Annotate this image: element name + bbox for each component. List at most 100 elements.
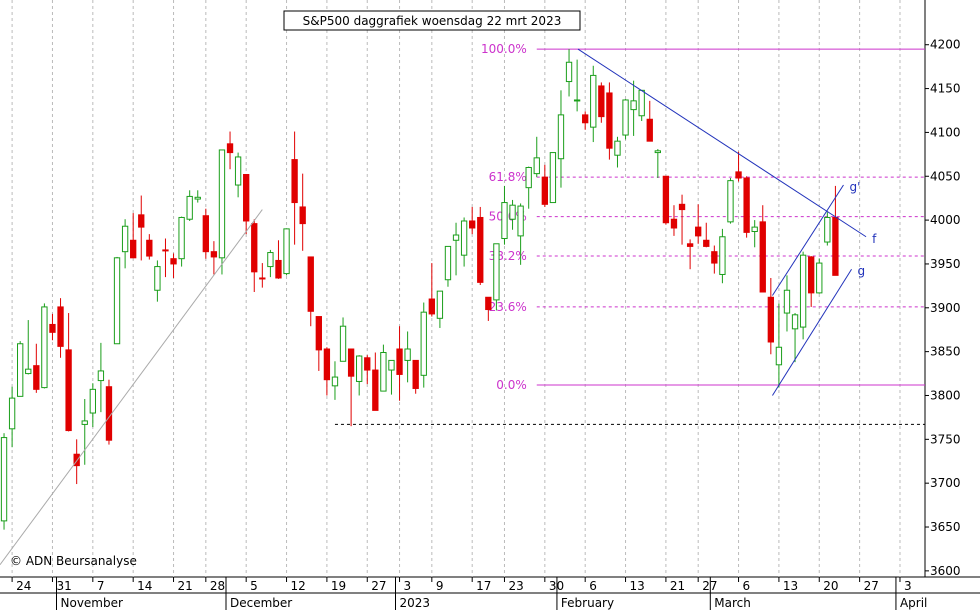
candle-body: [41, 306, 48, 389]
candle-body: [638, 89, 645, 117]
x-tick-label: 17: [476, 579, 491, 593]
x-tick-label: 27: [864, 579, 879, 593]
candle-body: [436, 290, 444, 319]
x-tick-label: 19: [331, 579, 346, 593]
candle-body: [49, 323, 56, 333]
x-tick-label: 6: [743, 579, 751, 593]
candle-body: [138, 214, 145, 228]
x-tick-label: 31: [56, 579, 71, 593]
trend-label: g: [858, 264, 866, 278]
candle-body: [33, 365, 40, 390]
candle-body: [323, 348, 331, 381]
candle-body: [97, 370, 105, 382]
x-tick-label: 13: [783, 579, 798, 593]
y-tick-label: 3950: [930, 257, 961, 271]
candle-body: [525, 166, 532, 189]
candle-body: [582, 114, 589, 124]
fib-label: 50.0%: [489, 210, 527, 224]
candle-body: [517, 205, 524, 237]
x-tick-label: 12: [291, 579, 306, 593]
candle-body: [388, 359, 395, 371]
candle-body: [791, 314, 799, 330]
y-tick-label: 3700: [930, 476, 961, 490]
candle-body: [799, 254, 807, 328]
grid: 3600 3650 3700 3750 3800 3850 3900 3950 4000 4050…: [11, 0, 961, 610]
candle-body: [549, 152, 557, 204]
candle-body: [146, 239, 153, 257]
candle-body: [557, 114, 565, 160]
candle-body: [130, 239, 137, 259]
x-tick-label: 6: [589, 579, 597, 593]
candle-body: [218, 149, 226, 259]
copyright: © ADN Beursanalyse: [10, 554, 137, 568]
fib-label: 23.6%: [489, 300, 527, 314]
candle-body: [541, 176, 548, 205]
candle-body: [73, 453, 80, 467]
candle-body: [404, 348, 411, 361]
candle-body: [808, 256, 815, 294]
chart-title: S&P500 daggrafiek woensdag 22 mrt 2023: [303, 14, 562, 28]
candle-body: [331, 376, 339, 387]
candle-body: [372, 369, 379, 411]
trend-line: [0, 209, 263, 566]
candle-body: [573, 99, 581, 102]
candle-body: [654, 150, 661, 154]
candle-body: [0, 437, 8, 522]
month-label: 2023: [400, 596, 431, 610]
candle-body: [299, 206, 306, 225]
candle-body: [751, 226, 758, 233]
month-label: December: [230, 596, 292, 610]
candle-body: [444, 245, 452, 281]
x-tick-label: 3: [904, 579, 912, 593]
candle-body: [759, 221, 766, 293]
candle-body: [113, 257, 121, 345]
candle-body: [307, 256, 314, 312]
fib-label: 100.0%: [481, 42, 527, 56]
candle-body: [493, 243, 500, 301]
candle-body: [283, 228, 290, 275]
candle-body: [105, 386, 113, 441]
month-label: April: [900, 596, 927, 610]
candle-body: [662, 175, 670, 224]
candle-body: [711, 251, 718, 264]
candle-body: [226, 143, 234, 154]
candle-body: [485, 296, 492, 311]
y-tick-label: 3900: [930, 301, 961, 315]
trend-line: [577, 48, 867, 238]
candle-body: [210, 251, 218, 258]
trend-label: g': [849, 180, 860, 194]
candle-body: [735, 171, 742, 179]
candle-body: [65, 349, 72, 432]
candle-body: [719, 236, 726, 275]
trend-label: f: [872, 232, 877, 246]
candle-body: [251, 223, 258, 273]
candle-body: [743, 177, 750, 233]
candle-body: [509, 204, 516, 220]
candle-body: [154, 266, 161, 291]
x-tick-label: 21: [670, 579, 685, 593]
y-tick-label: 3650: [930, 520, 961, 534]
candle-body: [686, 243, 694, 247]
x-tick-label: 14: [137, 579, 152, 593]
candle-body: [259, 277, 266, 280]
x-tick-label: 7: [97, 579, 105, 593]
y-tick-label: 3600: [930, 564, 961, 578]
trend-line: [772, 184, 844, 296]
candle-body: [25, 368, 32, 375]
x-tick-label: 20: [823, 579, 838, 593]
candle-body: [178, 216, 185, 260]
month-label: November: [61, 596, 123, 610]
candle-body: [194, 196, 201, 200]
x-tick-label: 13: [630, 579, 645, 593]
candle-body: [670, 218, 678, 229]
month-label: March: [714, 596, 751, 610]
candle-body: [606, 92, 613, 149]
candle-body: [8, 397, 16, 430]
x-tick-label: 3: [404, 579, 412, 593]
y-tick-label: 3800: [930, 388, 961, 402]
y-tick-label: 3750: [930, 432, 961, 446]
x-tick-label: 21: [178, 579, 193, 593]
candle-body: [89, 388, 96, 414]
candle-body: [339, 325, 347, 362]
candle-body: [832, 216, 839, 276]
